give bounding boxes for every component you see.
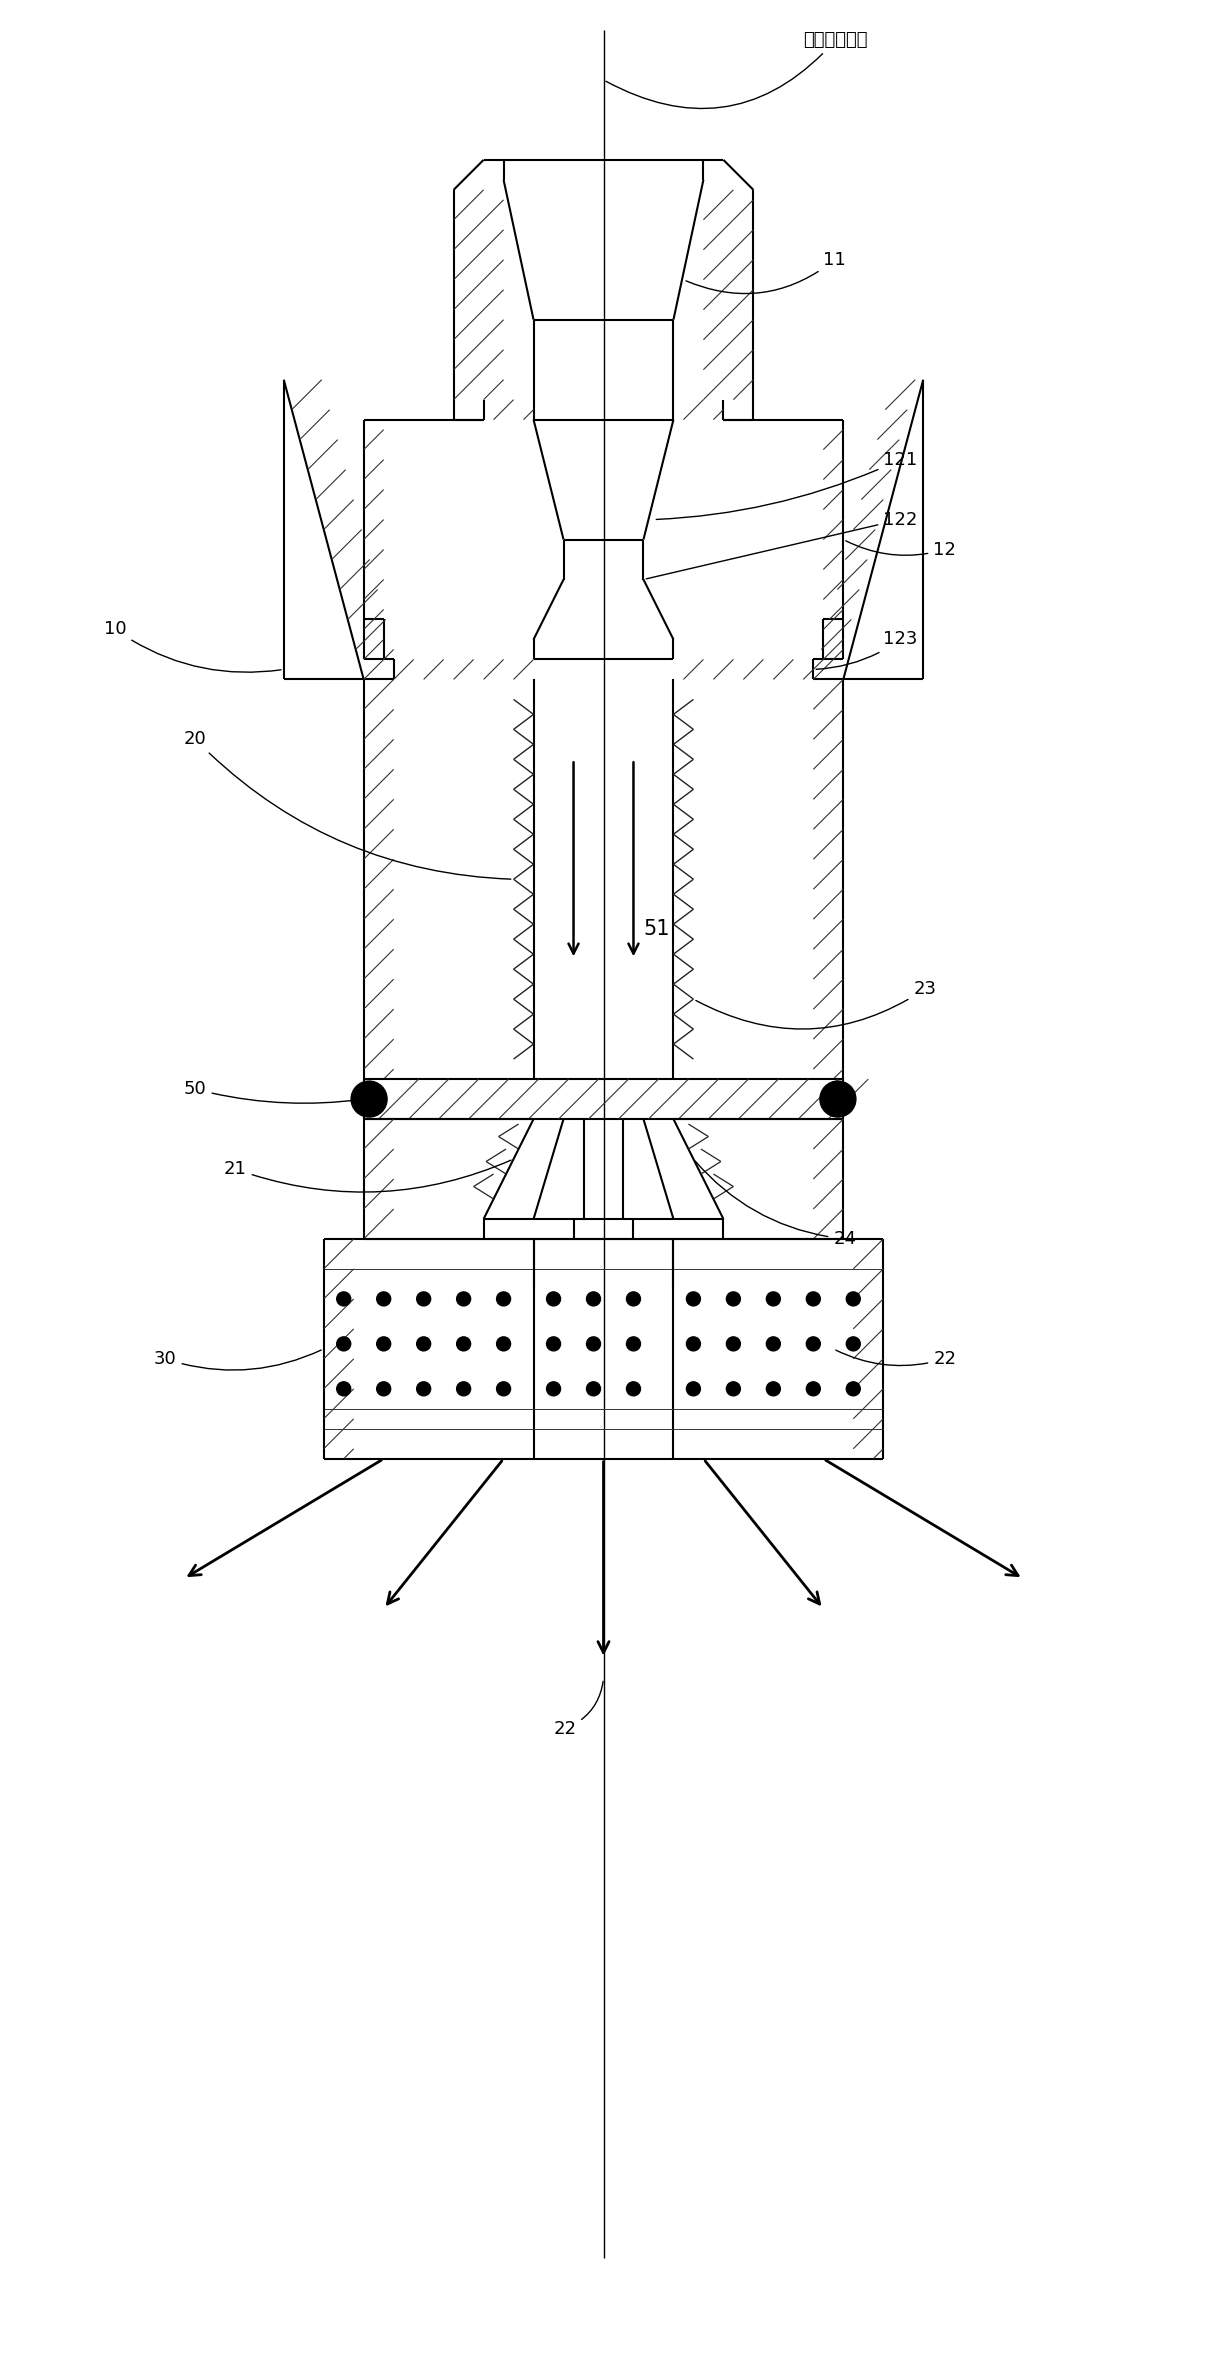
Text: 21: 21 (223, 1160, 511, 1193)
Circle shape (337, 1382, 351, 1396)
Circle shape (727, 1292, 740, 1306)
Circle shape (496, 1337, 511, 1351)
Text: 122: 122 (646, 512, 917, 578)
Circle shape (351, 1080, 387, 1118)
Circle shape (547, 1292, 560, 1306)
Circle shape (727, 1382, 740, 1396)
Circle shape (587, 1382, 601, 1396)
Circle shape (766, 1292, 781, 1306)
Text: 121: 121 (657, 450, 917, 519)
Circle shape (626, 1337, 641, 1351)
Circle shape (806, 1292, 821, 1306)
Circle shape (687, 1337, 700, 1351)
Circle shape (820, 1080, 856, 1118)
Circle shape (337, 1292, 351, 1306)
Circle shape (416, 1382, 431, 1396)
Circle shape (587, 1337, 601, 1351)
Circle shape (456, 1292, 471, 1306)
Circle shape (687, 1292, 700, 1306)
Circle shape (846, 1382, 861, 1396)
Text: 10: 10 (104, 620, 281, 672)
Circle shape (547, 1382, 560, 1396)
Circle shape (416, 1292, 431, 1306)
Text: 23: 23 (696, 981, 937, 1028)
Circle shape (806, 1337, 821, 1351)
Circle shape (547, 1337, 560, 1351)
Circle shape (727, 1337, 740, 1351)
Text: 22: 22 (835, 1349, 956, 1368)
Circle shape (626, 1292, 641, 1306)
Circle shape (587, 1292, 601, 1306)
Text: 123: 123 (816, 630, 917, 670)
Circle shape (337, 1337, 351, 1351)
Circle shape (846, 1292, 861, 1306)
Circle shape (846, 1337, 861, 1351)
Text: 22: 22 (554, 1681, 604, 1738)
Circle shape (496, 1292, 511, 1306)
Text: 24: 24 (695, 1160, 856, 1247)
Text: 第一预设轴线: 第一预设轴线 (606, 31, 868, 108)
Text: 30: 30 (153, 1349, 321, 1370)
Text: 51: 51 (643, 920, 670, 938)
Circle shape (806, 1382, 821, 1396)
Circle shape (456, 1337, 471, 1351)
Circle shape (377, 1292, 391, 1306)
Circle shape (416, 1337, 431, 1351)
Text: 12: 12 (846, 540, 956, 559)
Circle shape (766, 1382, 781, 1396)
Text: 50: 50 (183, 1080, 361, 1104)
Circle shape (496, 1382, 511, 1396)
Circle shape (626, 1382, 641, 1396)
Text: 11: 11 (686, 250, 846, 292)
Text: 20: 20 (183, 731, 511, 880)
Circle shape (377, 1337, 391, 1351)
Circle shape (766, 1337, 781, 1351)
Circle shape (456, 1382, 471, 1396)
Circle shape (687, 1382, 700, 1396)
Circle shape (377, 1382, 391, 1396)
